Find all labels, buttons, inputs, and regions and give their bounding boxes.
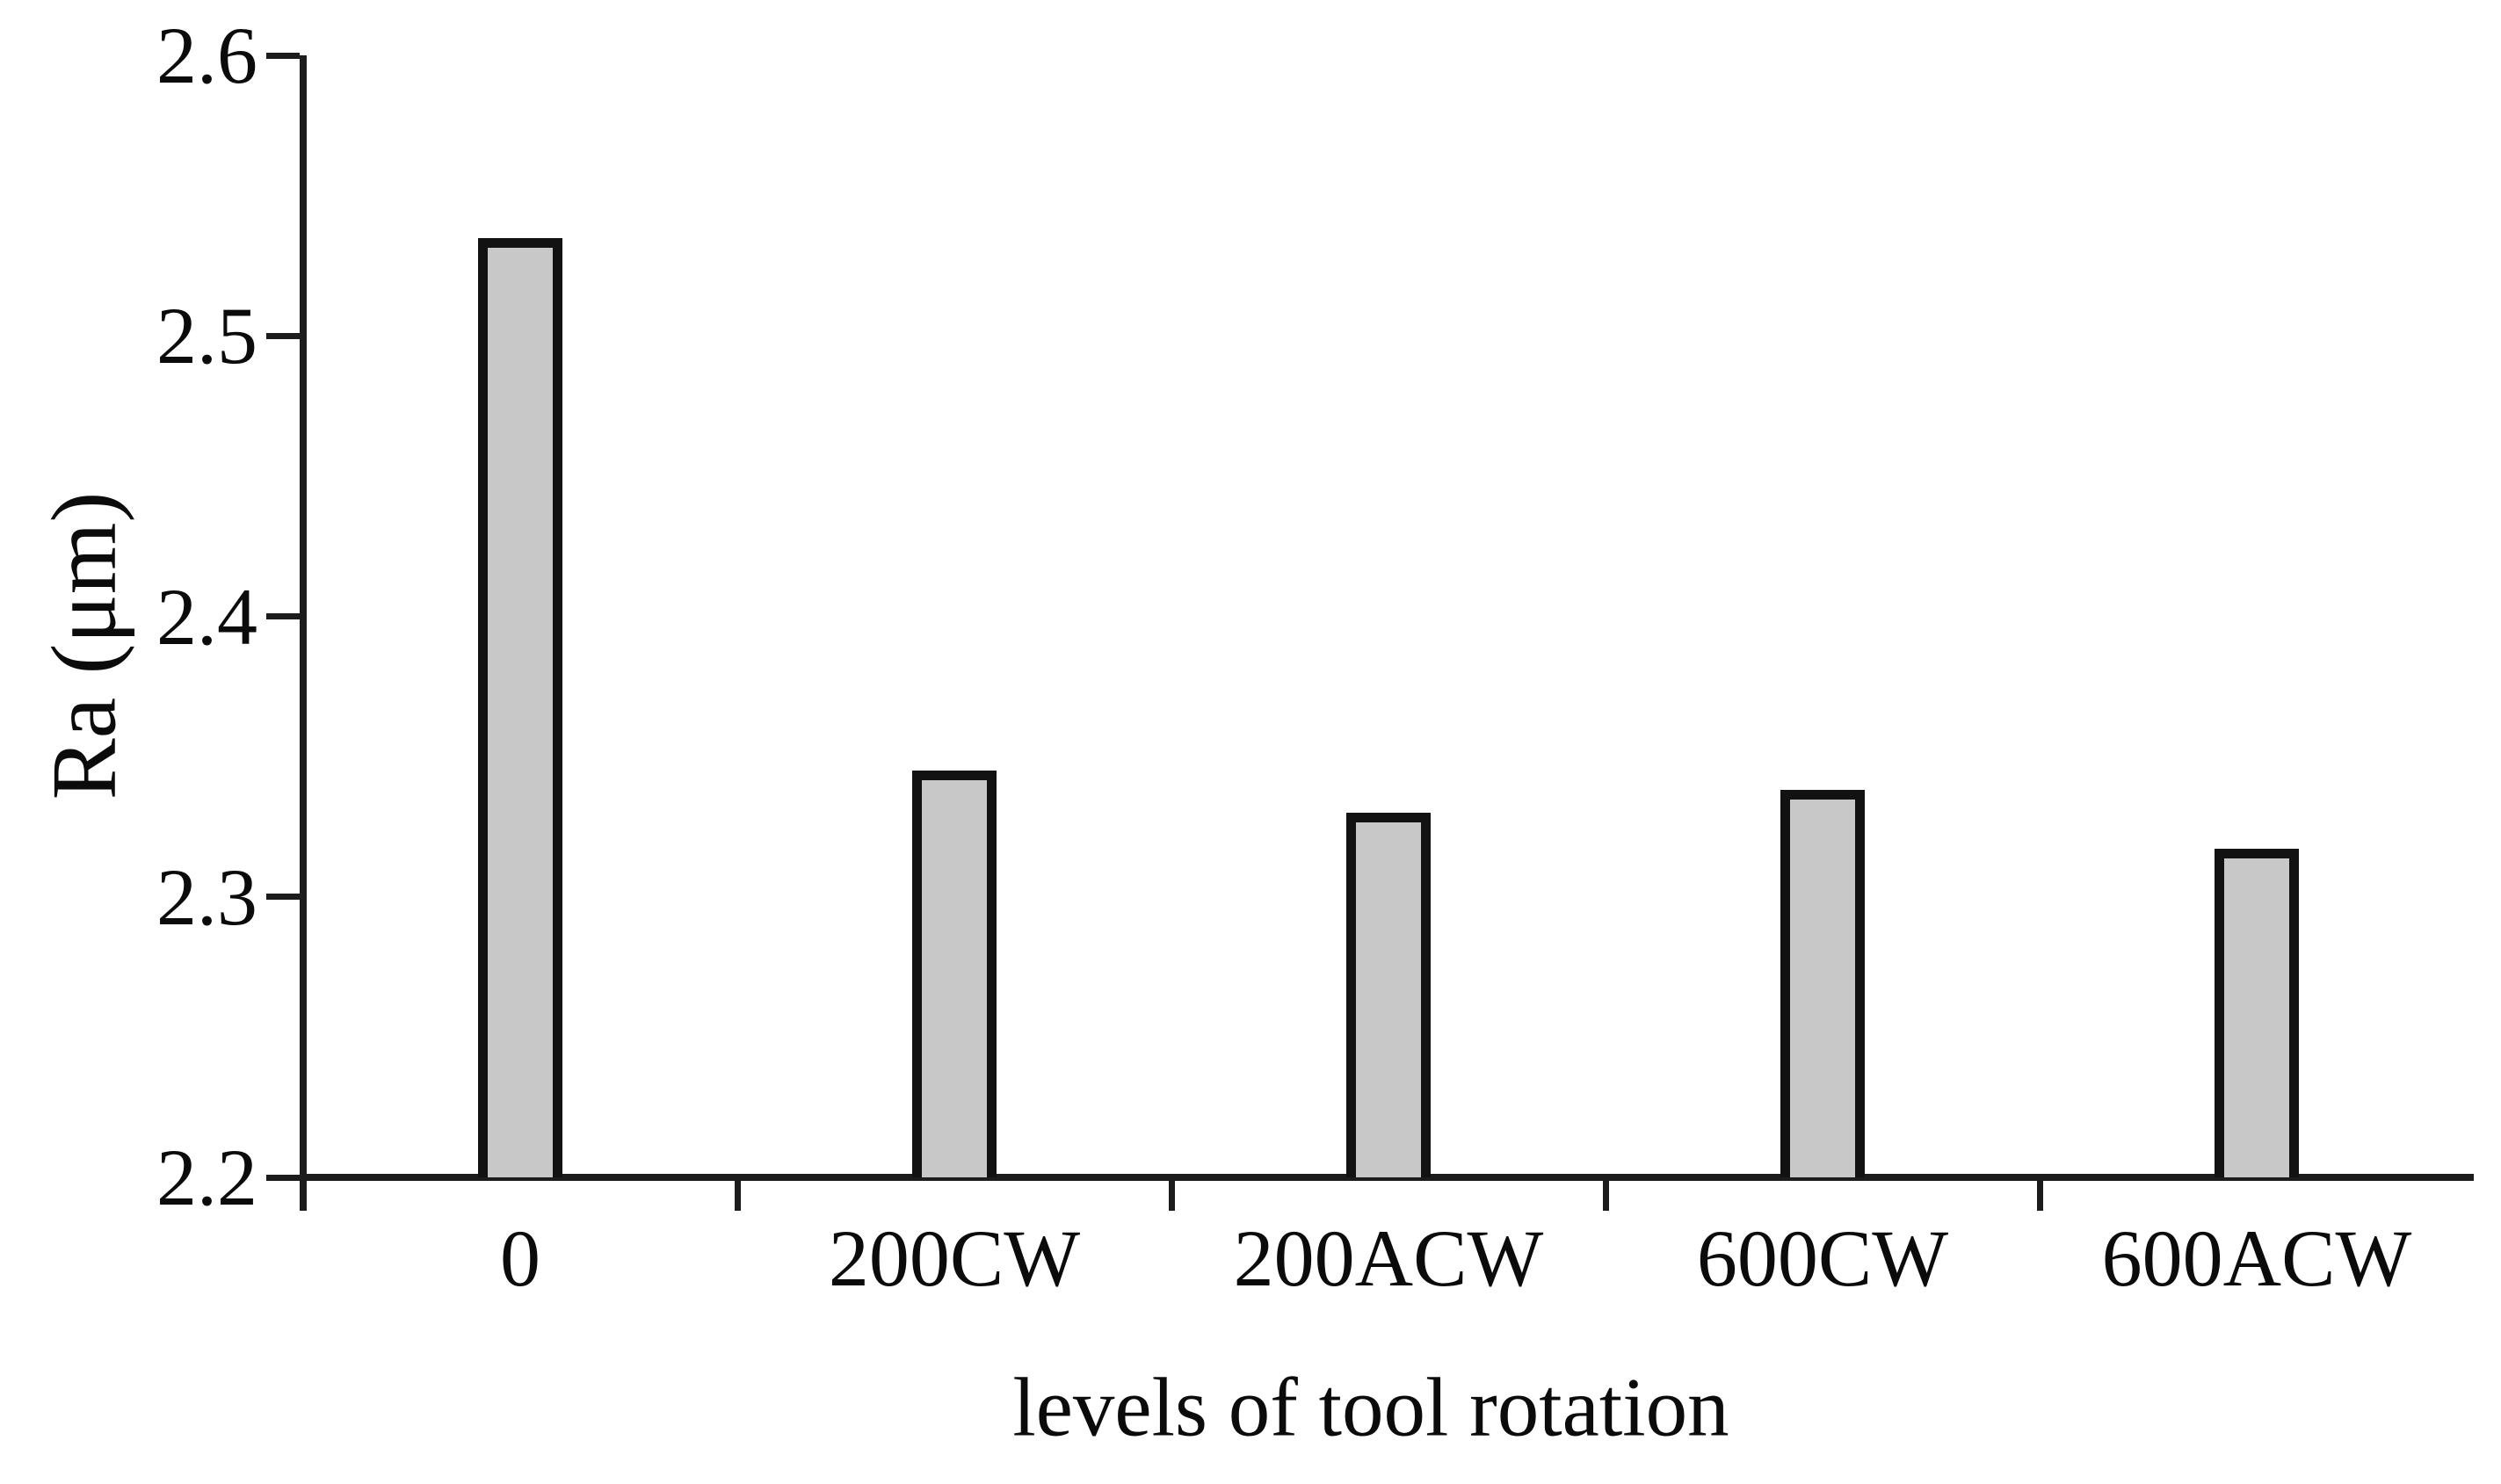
x-tick (2036, 1177, 2043, 1211)
y-tick (266, 894, 300, 901)
y-tick-label: 2.3 (156, 851, 257, 942)
bar (478, 237, 562, 1177)
x-category-label: 200CW (828, 1213, 1081, 1303)
y-tick (266, 332, 300, 339)
y-tick (266, 1174, 300, 1181)
x-category-label: 200ACW (1233, 1213, 1544, 1303)
bar (1346, 812, 1431, 1177)
bar (912, 771, 997, 1177)
x-category-label: 600CW (1696, 1213, 1949, 1303)
x-category-label: 0 (500, 1213, 540, 1303)
y-tick-label: 2.2 (156, 1133, 257, 1222)
bar (2215, 849, 2299, 1177)
y-tick-label: 2.5 (156, 291, 257, 381)
x-tick (1602, 1177, 1609, 1211)
x-category-label: 600ACW (2101, 1213, 2412, 1303)
y-tick (266, 52, 300, 59)
x-axis-title: levels of tool rotation (1012, 1360, 1729, 1454)
y-tick-label: 2.4 (156, 571, 257, 662)
x-axis-line (300, 1174, 2474, 1181)
bar (1780, 790, 1865, 1177)
y-axis-line (300, 55, 307, 1211)
x-tick (1168, 1177, 1175, 1211)
x-tick (734, 1177, 741, 1211)
y-axis-title: Ra (μm) (32, 491, 135, 800)
y-tick (266, 613, 300, 619)
y-tick-label: 2.6 (156, 11, 257, 100)
